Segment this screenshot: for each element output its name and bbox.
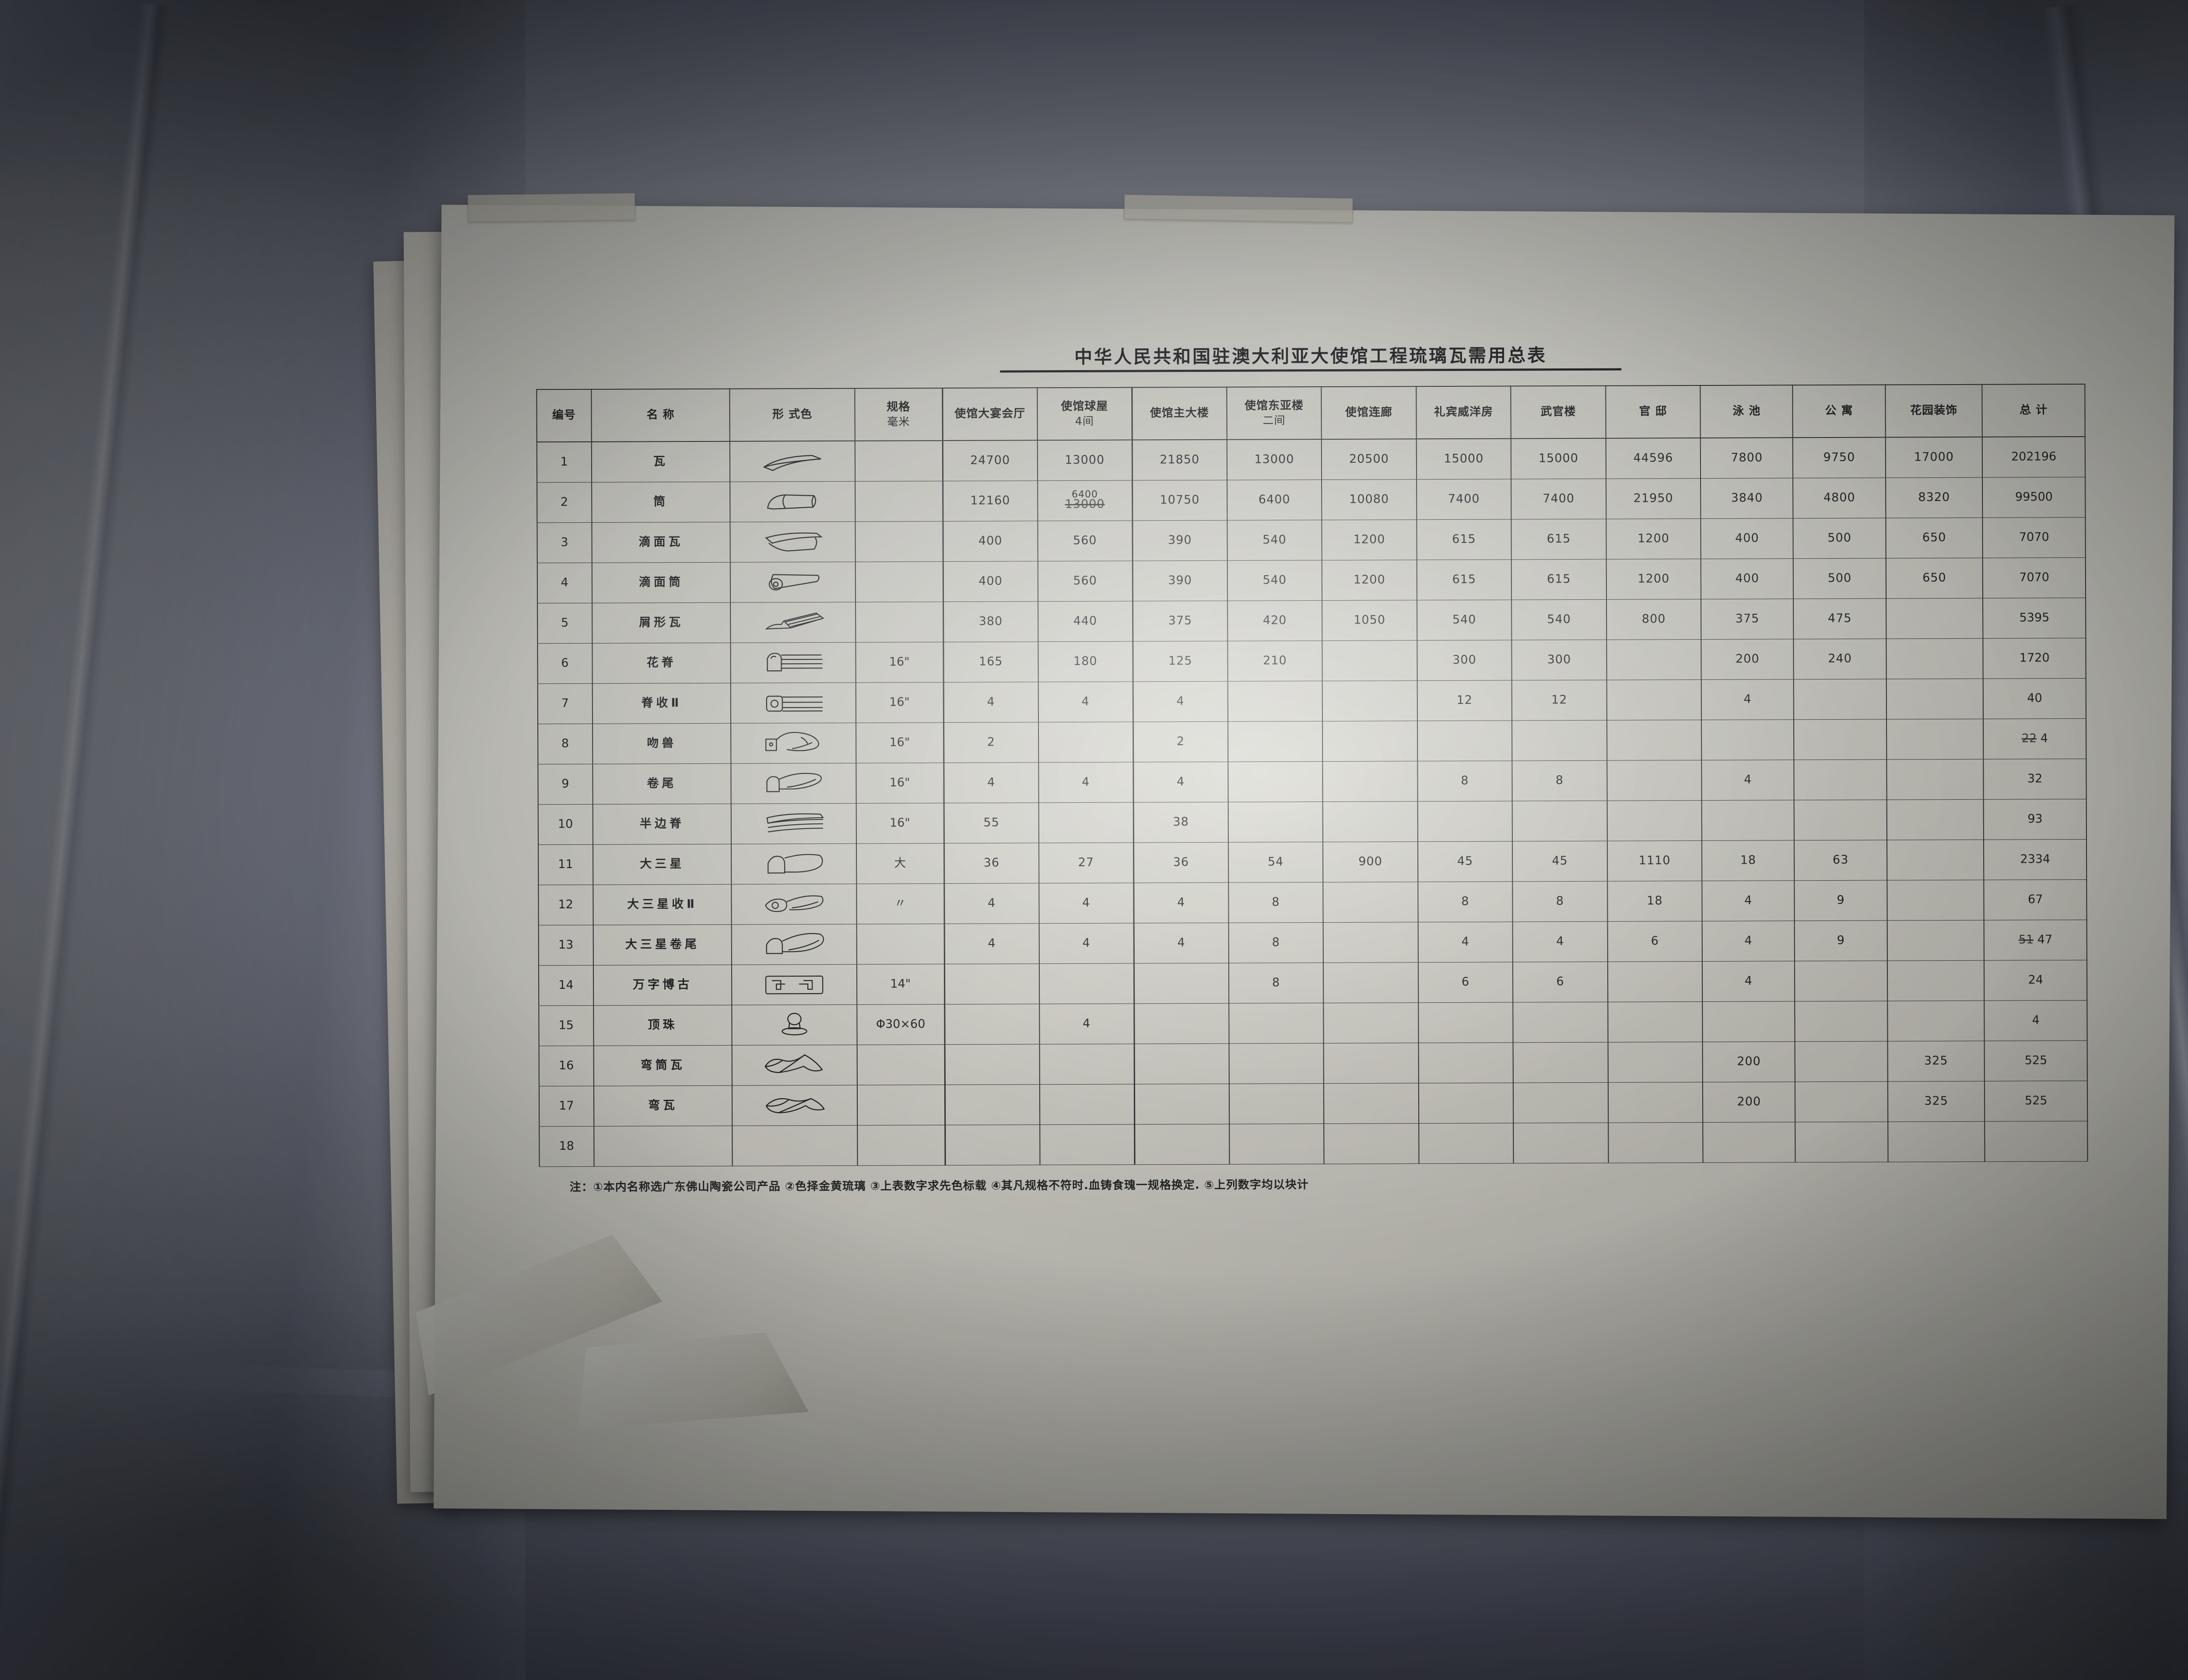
three-star-end-icon	[731, 883, 857, 924]
drip-barrel-tile-icon	[730, 561, 856, 602]
curved-barrel-tile-icon	[732, 1044, 857, 1085]
flower-ridge-icon	[730, 642, 856, 683]
curved-flat-tile-icon	[732, 1085, 857, 1126]
table-content-area: 中华人民共和国驻澳大利亚大使馆工程琉璃瓦需用总表 编号 名 称 形 式色 规格毫…	[536, 339, 2089, 1464]
table-row: 17弯瓦200325525	[539, 1080, 2088, 1127]
table-row: 1瓦24700130002185013000205001500015000445…	[536, 436, 2086, 483]
table-body: 1瓦24700130002185013000205001500015000445…	[536, 436, 2088, 1167]
top-pearl-icon	[732, 1004, 857, 1045]
barrel-tile-icon	[730, 481, 855, 522]
table-row: 8吻兽16"2222 4	[538, 718, 2086, 764]
table-row: 7脊收Ⅱ16"4441212440	[537, 678, 2086, 724]
three-star-tail-icon	[732, 924, 857, 965]
three-star-icon	[731, 843, 856, 884]
tile-quantity-table: 编号 名 称 形 式色 规格毫米 使馆大宴会厅 使馆球屋4间 使馆主大楼 使馆东…	[536, 384, 2088, 1167]
table-row: 13大三星卷尾44484464951 47	[538, 919, 2087, 966]
beast-head-icon	[731, 722, 856, 763]
table-row: 10半边脊16"553893	[538, 798, 2086, 845]
swastika-antique-icon	[732, 964, 857, 1005]
table-row: 2筒12160640013000107506400100807400740021…	[537, 476, 2086, 523]
table-row: 11大三星大362736549004545111018632334	[538, 839, 2087, 885]
table-row: 6花脊16"1651801252103003002002401720	[537, 637, 2086, 684]
table-row: 15顶珠Φ30×6044	[539, 1000, 2087, 1046]
table-row: 12大三星收Ⅱ〃444888184967	[538, 879, 2087, 925]
flat-tile-icon	[730, 441, 855, 482]
table-row: 16弯筒瓦200325525	[539, 1040, 2087, 1086]
ridge-end-icon	[731, 682, 856, 723]
table-row: 4滴面筒400560390540120061561512004005006507…	[537, 557, 2086, 603]
drip-flat-tile-icon	[730, 521, 856, 562]
table-row: 14万字博古14"866424	[538, 959, 2087, 1006]
table-row: 5屑形瓦38044037542010505405408003754755395	[537, 597, 2086, 644]
curled-tail-icon	[731, 763, 856, 804]
table-row: 9卷尾16"44488432	[538, 758, 2086, 805]
wedge-tile-icon	[730, 602, 856, 643]
drawing-sheet: 中华人民共和国驻澳大利亚大使馆工程琉璃瓦需用总表 编号 名 称 形 式色 规格毫…	[434, 193, 2175, 1519]
table-row: 3滴面瓦400560390540120061561512004005006507…	[537, 517, 2086, 563]
half-ridge-icon	[731, 803, 856, 844]
